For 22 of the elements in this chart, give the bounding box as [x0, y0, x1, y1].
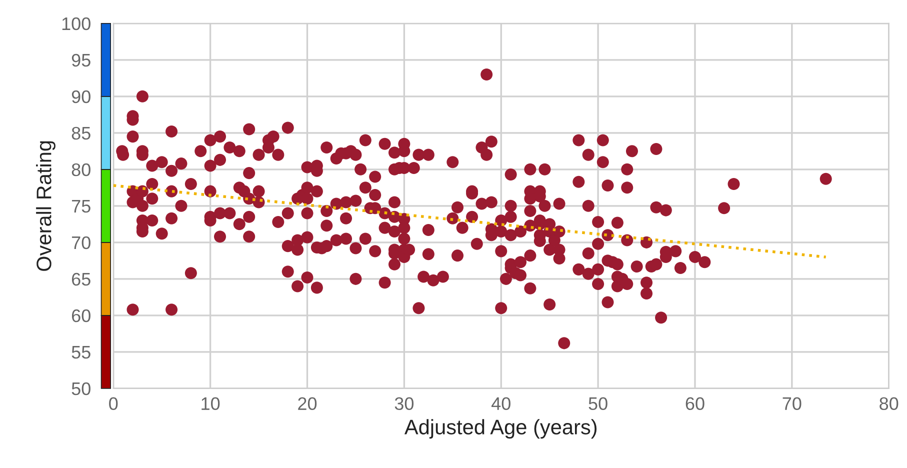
y-tick-label: 80: [72, 163, 90, 176]
y-tick-label: 95: [72, 54, 90, 67]
y-tick-label: 90: [72, 90, 90, 104]
x-tick-label: 70: [782, 397, 802, 410]
x-tick-label: 10: [202, 397, 220, 410]
y-tick-label: 75: [72, 200, 90, 213]
x-tick-label: 50: [588, 397, 608, 410]
x-tick-label: 60: [686, 397, 704, 410]
y-tick-label: 100: [62, 17, 90, 30]
x-tick-label: 80: [880, 397, 898, 410]
x-axis-title: Adjusted Age (years): [404, 419, 597, 439]
y-tick-label: 70: [72, 236, 90, 250]
y-tick-label: 55: [72, 346, 90, 359]
x-tick-label: 20: [298, 397, 317, 410]
y-tick-label: 85: [72, 126, 90, 140]
x-tick-label: 0: [109, 397, 118, 410]
x-tick-label: 30: [394, 397, 414, 410]
y-axis-title: Overall Rating: [36, 141, 56, 271]
y-tick-label: 50: [72, 382, 90, 396]
y-tick-label: 60: [72, 309, 90, 322]
x-tick-label: 40: [491, 397, 510, 410]
y-tick-label: 65: [72, 272, 90, 286]
